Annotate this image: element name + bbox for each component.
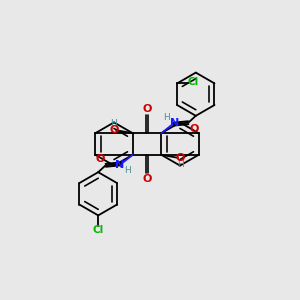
Text: O: O	[142, 173, 152, 184]
Text: H: H	[124, 166, 131, 175]
Text: O: O	[96, 154, 105, 164]
Text: H: H	[110, 119, 117, 128]
Text: O: O	[176, 153, 185, 163]
Text: O: O	[109, 125, 119, 135]
Text: O: O	[189, 124, 198, 134]
Text: N: N	[169, 118, 179, 128]
Text: Cl: Cl	[188, 77, 199, 87]
Text: N: N	[115, 160, 124, 170]
Text: H: H	[177, 160, 184, 169]
Text: H: H	[163, 113, 170, 122]
Text: O: O	[142, 104, 152, 115]
Text: Cl: Cl	[93, 225, 104, 236]
